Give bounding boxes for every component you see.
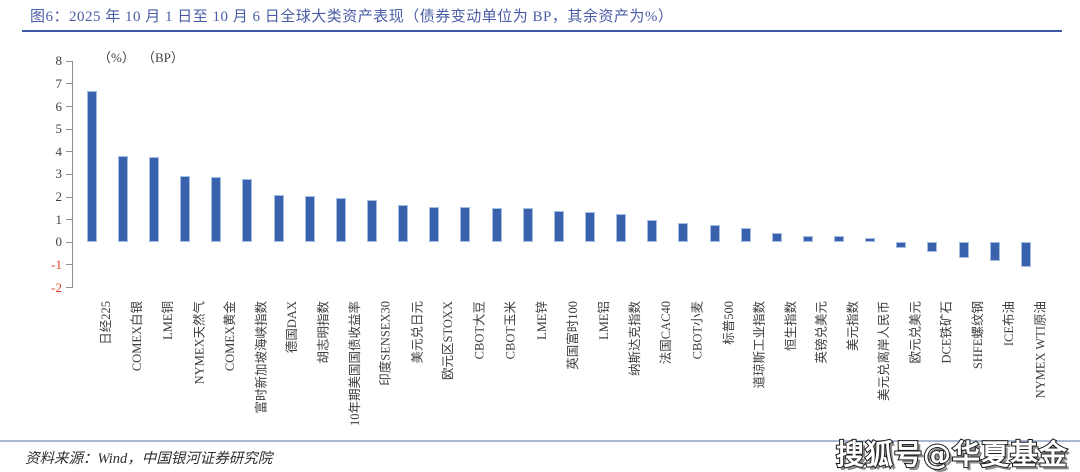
y-axis-tick-label: 5 — [55, 121, 63, 137]
bar — [896, 242, 907, 249]
y-axis-tick — [66, 83, 72, 85]
x-axis-category-label: 英国富时100 — [565, 301, 580, 370]
x-axis-category-label: COMEX白银 — [129, 301, 144, 372]
bar — [584, 211, 595, 243]
y-axis-tick — [66, 196, 72, 198]
bar — [242, 178, 253, 243]
y-axis-tick-label: 4 — [55, 143, 63, 159]
y-axis-tick-label: -1 — [51, 256, 62, 272]
bar — [429, 206, 440, 243]
bar — [366, 199, 377, 243]
bar — [117, 156, 128, 243]
x-axis-category-label: 胡志明指数 — [316, 301, 331, 364]
x-axis-category-label: 10年期美国国债收益率 — [347, 301, 362, 427]
bar — [834, 236, 845, 243]
y-axis-tick-label: 7 — [55, 75, 63, 91]
bar — [647, 220, 658, 243]
bar — [958, 242, 969, 259]
x-axis-category-label: COMEX黄金 — [223, 301, 238, 372]
x-axis-category-label: 美元指数 — [846, 301, 861, 352]
x-axis-category-label: 印度SENSEX30 — [378, 301, 393, 386]
x-axis-category-label: LME铝 — [596, 301, 611, 340]
x-axis-category-label: 美元兑日元 — [410, 301, 425, 364]
source-attribution: 资料来源：Wind，中国银河证券研究院 — [25, 451, 273, 467]
x-axis-category-label: 美元兑离岸人民币 — [877, 301, 892, 402]
bar — [522, 208, 533, 243]
bar — [865, 237, 876, 243]
x-axis-category-label: 恒生指数 — [783, 301, 798, 352]
y-axis-tick — [66, 60, 72, 62]
y-axis-tick-label: 3 — [55, 166, 63, 182]
bar — [709, 225, 720, 243]
bar — [927, 242, 938, 253]
y-axis-tick-label: 8 — [55, 53, 63, 69]
x-axis-category-label: 欧元兑美元 — [908, 301, 923, 364]
y-axis-line — [72, 61, 73, 288]
bar — [740, 227, 751, 243]
x-axis-category-label: 欧元区STOXX — [441, 301, 456, 380]
bar — [460, 207, 471, 243]
y-axis-tick — [66, 106, 72, 108]
x-axis-category-label: 纳斯达克指数 — [628, 301, 643, 377]
x-axis-category-label: 德国DAX — [285, 301, 300, 354]
footer-divider — [0, 440, 1080, 442]
bar — [989, 242, 1000, 262]
x-axis-category-label: 富时新加坡海峡指数 — [254, 301, 269, 414]
x-axis-category-label: SHFE螺纹钢 — [970, 301, 985, 370]
x-axis-category-label: 道琼斯工业指数 — [752, 301, 767, 389]
x-axis-category-label: CBOT小麦 — [690, 301, 705, 360]
bar — [398, 204, 409, 243]
y-axis-tick-label: -2 — [51, 279, 62, 295]
x-axis-category-label: 标普500 — [721, 301, 736, 345]
watermark-sohu-huaxia: 搜狐号@华夏基金 — [835, 437, 1068, 472]
bar — [180, 175, 191, 243]
bar — [771, 233, 782, 243]
y-axis-tick — [66, 128, 72, 130]
bar — [304, 196, 315, 243]
bar — [273, 194, 284, 243]
y-axis-tick — [66, 173, 72, 175]
x-axis-category-label: CBOT玉米 — [503, 301, 518, 360]
y-axis-tick-label: 1 — [55, 211, 63, 227]
bar — [616, 214, 627, 243]
y-axis-tick — [66, 151, 72, 153]
x-axis-category-label: 日经225 — [98, 301, 113, 345]
y-axis-tick-label: 6 — [55, 98, 63, 114]
y-axis-tick — [66, 219, 72, 221]
bar — [1020, 242, 1031, 267]
y-axis-tick-label: 2 — [55, 189, 63, 205]
x-axis-category-label: 英镑兑美元 — [814, 301, 829, 364]
title-divider — [22, 30, 1062, 32]
y-axis-tick — [66, 264, 72, 266]
bar — [86, 90, 97, 243]
y-axis-tick — [66, 241, 72, 243]
bar — [553, 210, 564, 243]
x-axis-category-label: ICE布油 — [1001, 301, 1016, 347]
x-axis-category-label: CBOT大豆 — [472, 301, 487, 360]
y-axis-unit-percent: （%） — [98, 50, 135, 65]
x-axis-category-label: DCE铁矿石 — [939, 301, 954, 364]
y-axis-tick — [66, 287, 72, 289]
y-axis-tick-label: 0 — [55, 234, 63, 250]
bar — [148, 156, 159, 243]
x-axis-category-label: NYMEX天然气 — [192, 301, 207, 385]
bar — [491, 207, 502, 243]
x-axis-category-label: NYMEX WTI原油 — [1032, 301, 1047, 399]
bar — [335, 197, 346, 243]
bar — [802, 235, 813, 243]
y-axis-unit-bp: （BP） — [142, 50, 184, 65]
chart-title: 图6：2025 年 10 月 1 日至 10 月 6 日全球大类资产表现（债券变… — [30, 9, 674, 25]
x-axis-category-label: 法国CAC40 — [659, 301, 674, 365]
bar — [678, 222, 689, 243]
x-axis-category-label: LME铜 — [160, 301, 175, 340]
x-axis-category-label: LME锌 — [534, 301, 549, 340]
bar — [211, 177, 222, 243]
